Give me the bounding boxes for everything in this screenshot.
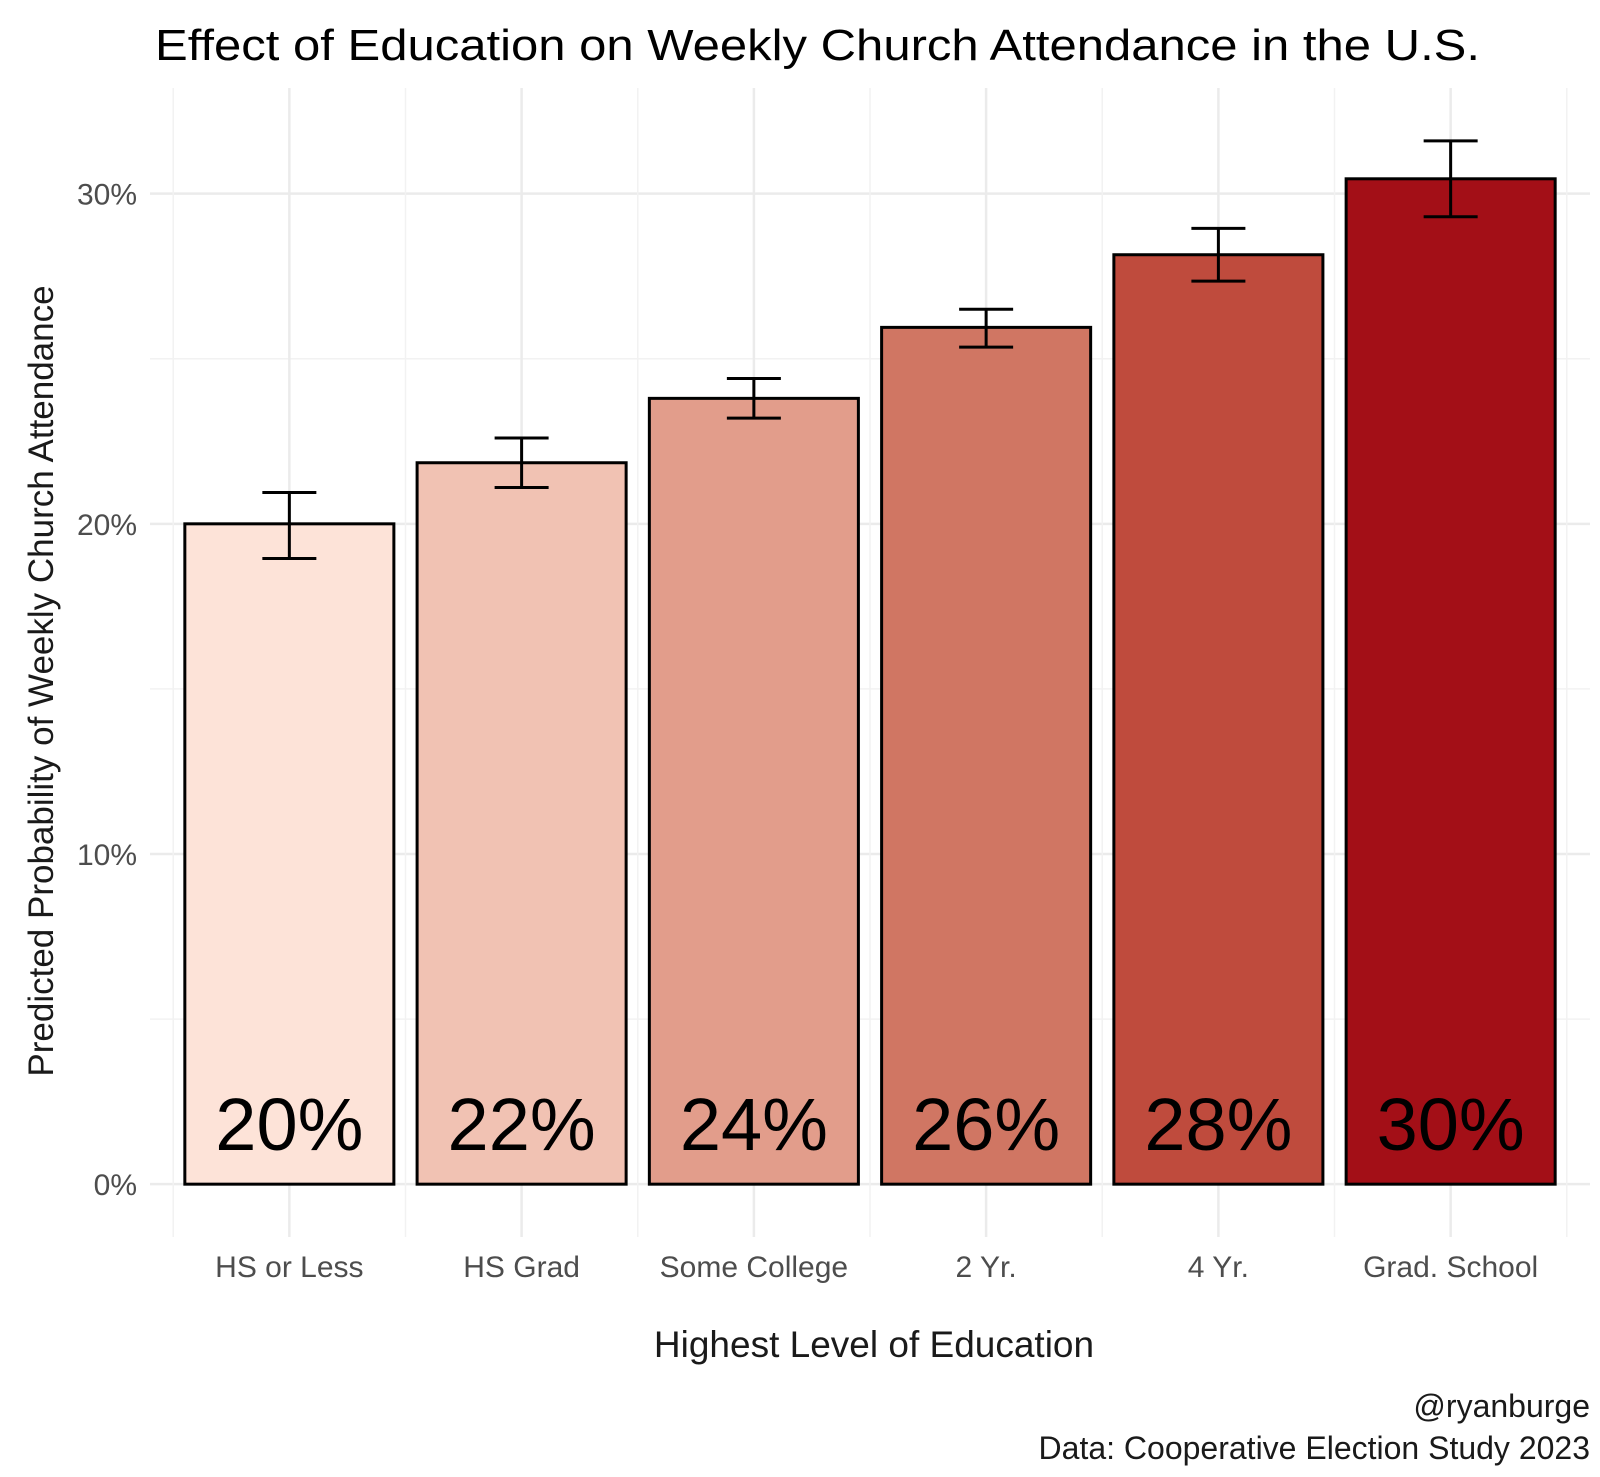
y-tick-label: 30% bbox=[77, 179, 137, 212]
bar-0 bbox=[183, 522, 396, 1186]
error-bar-4 bbox=[1191, 226, 1246, 283]
x-axis-title: Highest Level of Education bbox=[654, 1324, 1094, 1365]
x-tick-label: Some College bbox=[660, 1251, 848, 1284]
caption-source: Data: Cooperative Election Study 2023 bbox=[1039, 1430, 1590, 1466]
error-bar-1 bbox=[494, 436, 549, 490]
x-axis-ticks: HS or Less HS Grad Some College 2 Yr. 4 Yr. G… bbox=[215, 1251, 1538, 1284]
y-tick-label: 10% bbox=[77, 839, 137, 872]
bars bbox=[183, 177, 1557, 1186]
bar-value-labels: 20% 22% 24% 26% 28% 30% bbox=[215, 1083, 1524, 1166]
y-axis-ticks: 0% 10% 20% 30% bbox=[77, 179, 137, 1203]
caption-handle: @ryanburge bbox=[1413, 1388, 1590, 1424]
x-tick-label: HS Grad bbox=[463, 1251, 580, 1284]
error-bars bbox=[262, 139, 1478, 560]
y-axis-title: Predicted Probability of Weekly Church A… bbox=[22, 285, 61, 1076]
bar-value-label-1: 22% bbox=[448, 1083, 596, 1166]
bar-value-label-0: 20% bbox=[215, 1083, 363, 1166]
bar-5 bbox=[1344, 177, 1557, 1186]
x-tick-label: 4 Yr. bbox=[1188, 1251, 1249, 1284]
error-bar-0 bbox=[262, 490, 317, 560]
error-bar-5 bbox=[1423, 139, 1478, 219]
bar-2 bbox=[647, 396, 860, 1186]
bar-4 bbox=[1112, 253, 1325, 1186]
x-tick-label: Grad. School bbox=[1363, 1251, 1538, 1284]
y-tick-label: 20% bbox=[77, 509, 137, 542]
bar-1 bbox=[415, 461, 628, 1186]
bar-value-label-4: 28% bbox=[1144, 1083, 1292, 1166]
error-bar-3 bbox=[959, 307, 1014, 349]
bar-value-label-2: 24% bbox=[680, 1083, 828, 1166]
bar-3 bbox=[880, 325, 1093, 1186]
y-tick-label: 0% bbox=[94, 1169, 137, 1202]
x-tick-label: HS or Less bbox=[215, 1251, 363, 1284]
error-bar-2 bbox=[726, 377, 781, 420]
bar-value-label-5: 30% bbox=[1377, 1083, 1525, 1166]
bar-value-label-3: 26% bbox=[912, 1083, 1060, 1166]
x-tick-label: 2 Yr. bbox=[956, 1251, 1017, 1284]
chart-title: Effect of Education on Weekly Church Att… bbox=[155, 21, 1480, 70]
